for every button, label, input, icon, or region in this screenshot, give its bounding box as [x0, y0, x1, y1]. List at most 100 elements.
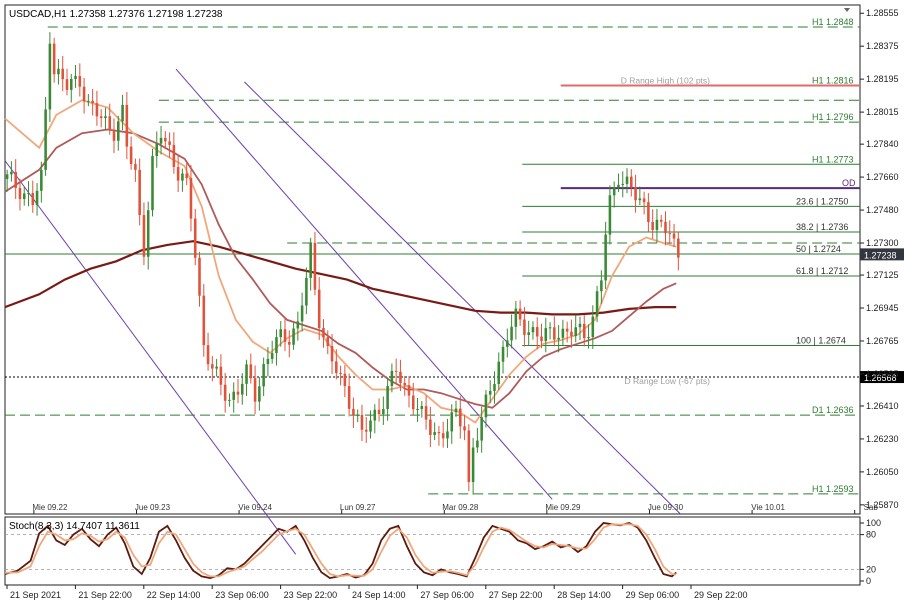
candle-bull [44, 109, 47, 170]
day-label: Mie 09.29 [545, 503, 581, 512]
day-label: Mar 09.28 [442, 503, 479, 512]
candle-bull [279, 329, 283, 338]
candle-bull [266, 358, 270, 365]
candle-bull [159, 137, 163, 144]
level-label: D Range High (102 pts) [621, 76, 710, 86]
candle-bear [677, 238, 680, 258]
candle-bear [407, 385, 411, 396]
stoch-axis: 100 80 20 0 [860, 518, 881, 586]
candle-bear [668, 233, 672, 235]
candle-bear [253, 378, 257, 402]
candle-bear [249, 364, 253, 379]
candle-bull [638, 198, 642, 201]
candle-bull [270, 353, 274, 359]
candle-bear [570, 331, 573, 337]
level-label: 23.6 | 1.2750 [796, 196, 848, 206]
candle-bear [672, 233, 676, 239]
current-level-box [860, 371, 904, 384]
candle-bear [634, 187, 637, 201]
level-label: 61.8 | 1.2712 [796, 266, 848, 276]
time-label: 24 Sep 14:00 [352, 590, 406, 600]
level-label: 38.2 | 1.2736 [796, 222, 848, 232]
day-label: Vie 09.24 [238, 503, 272, 512]
candle-bear [236, 391, 240, 395]
candle-bear [335, 361, 338, 374]
candle-bull [416, 408, 419, 410]
price-tick-label: 1.28555 [866, 8, 899, 18]
candle-bull [104, 116, 107, 119]
candle-bear [651, 221, 654, 230]
level-labels: H1 1.2848 H1 1.2816 D Range High (102 pts)… [621, 17, 904, 494]
candle-bear [18, 187, 22, 200]
candle-bull [74, 76, 77, 79]
time-label: 27 Sep 06:00 [420, 590, 474, 600]
candle-bull [510, 326, 513, 341]
candle-bear [523, 319, 526, 335]
candle-bull [40, 169, 43, 191]
candle-bull [625, 176, 629, 184]
candle-bear [283, 329, 287, 342]
candle-bull [433, 432, 436, 435]
day-label: Mie 09.22 [32, 503, 68, 512]
candle-bear [112, 129, 116, 141]
candle-bear [176, 166, 180, 181]
current-price-label: 1.27238 [864, 250, 897, 260]
candle-bull [561, 328, 565, 338]
candle-bear [647, 202, 650, 222]
candle-bear [582, 323, 586, 339]
candle-bear [52, 43, 56, 75]
candle-bear [202, 295, 206, 346]
candle-bear [91, 100, 94, 104]
candle-bear [347, 386, 351, 409]
candle-bull [548, 327, 552, 329]
candle-bull [617, 184, 620, 188]
candle-bull [527, 332, 530, 335]
candle-bull [493, 384, 496, 391]
candle-bull [369, 420, 372, 432]
candle-bear [125, 104, 129, 147]
candle-bull [557, 337, 560, 340]
price-tick-label: 1.27480 [866, 205, 899, 215]
price-tick-label: 1.28015 [866, 107, 899, 117]
candle-bear [664, 221, 667, 234]
candle-bull [574, 327, 577, 337]
candle-bull [373, 409, 377, 421]
price-tick-label: 1.27125 [866, 270, 899, 280]
candle-bull [181, 173, 184, 181]
candle-bear [459, 408, 462, 427]
stochastic-lines [4, 522, 860, 580]
ma-slow-line [4, 240, 677, 316]
candles [5, 32, 680, 495]
moving-averages [4, 99, 677, 424]
candle-bull [544, 328, 548, 342]
candle-bull [480, 417, 483, 441]
candle-bear [463, 426, 466, 431]
candle-bull [87, 100, 90, 102]
price-tick-label: 1.27660 [866, 172, 899, 182]
scroll-marker-icon[interactable] [844, 8, 850, 12]
candle-bear [78, 76, 82, 87]
candle-bull [446, 431, 449, 439]
level-label: H1 1.2773 [812, 154, 854, 164]
candle-bull [10, 171, 13, 175]
chart-title: USDCAD,H1 1.27358 1.27376 1.27198 1.2723… [9, 9, 223, 20]
time-axis: 21 Sep 2021 21 Sep 22:00 22 Sep 14:00 23 Se… [6, 585, 748, 600]
candle-bear [138, 169, 141, 216]
candle-bear [219, 366, 223, 385]
candle-bear [343, 373, 347, 387]
candle-bear [61, 68, 64, 80]
candle-bear [437, 432, 441, 434]
candle-bull [121, 104, 124, 122]
stoch-tick-label: 20 [866, 564, 876, 574]
candle-bull [275, 337, 278, 354]
level-label: D Range Low (-67 pts) [624, 376, 710, 386]
candle-bull [531, 327, 535, 333]
candle-bull [621, 183, 625, 185]
channel-line [175, 68, 553, 500]
candle-bear [198, 257, 201, 296]
candle-bear [142, 215, 146, 257]
candle-bear [65, 79, 69, 90]
candle-bull [488, 390, 492, 395]
channel-line [244, 81, 681, 515]
